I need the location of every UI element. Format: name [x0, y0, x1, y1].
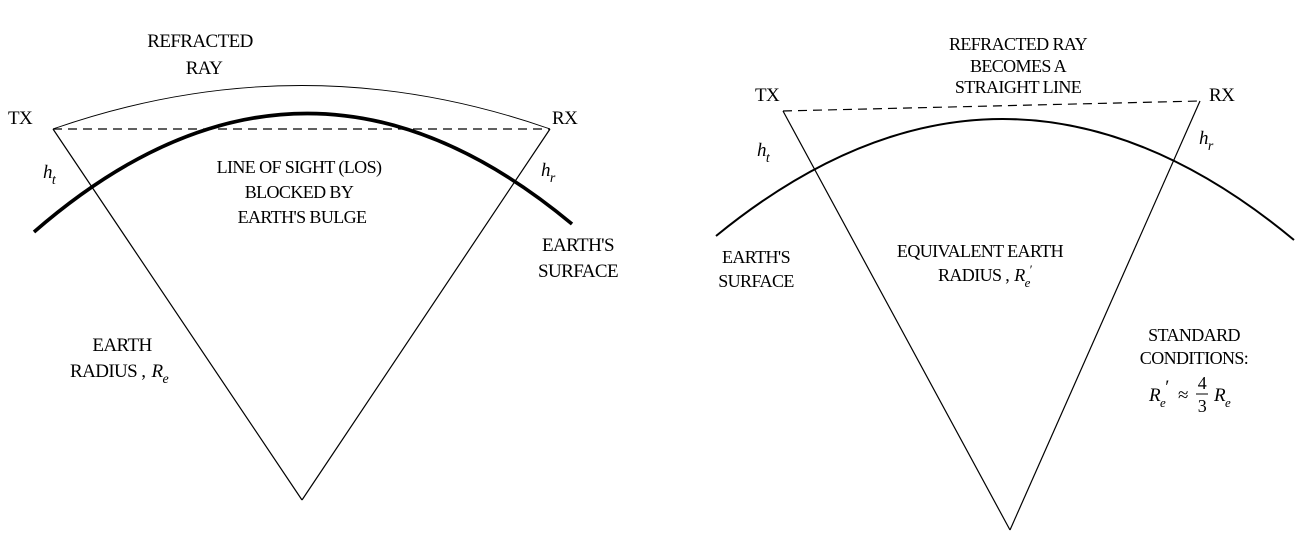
left-refracted-ray: [52, 85, 551, 130]
right-surface-label-1: EARTH'S: [722, 247, 790, 267]
left-surface-label-1: EARTH'S: [542, 235, 614, 256]
left-radius-line-tx: [52, 128, 303, 501]
formula-denominator: 3: [1198, 396, 1207, 416]
left-hr-label: hr: [541, 160, 556, 186]
formula-approx: ≈: [1178, 385, 1188, 406]
formula-numerator: 4: [1198, 373, 1207, 393]
right-ht-label: ht: [757, 140, 771, 166]
right-refracted-label-2: BECOMES A: [970, 56, 1067, 76]
right-hr-label: hr: [1199, 128, 1214, 154]
right-straight-ray: [782, 100, 1201, 112]
formula-rhs: Re: [1213, 385, 1231, 410]
right-radius-label-1: EQUIVALENT EARTH: [897, 241, 1064, 261]
left-los-label-3: EARTH'S BULGE: [238, 207, 367, 227]
left-earth-surface: [32, 111, 574, 234]
right-rx-label: RX: [1209, 85, 1235, 106]
left-tx-label: TX: [8, 108, 33, 129]
right-standard-formula: Re′ ≈ 4 3 Re: [1148, 373, 1232, 416]
left-surface-label-2: SURFACE: [538, 261, 618, 282]
right-surface-label-2: SURFACE: [718, 271, 794, 291]
left-los-label-1: LINE OF SIGHT (LOS): [217, 157, 382, 178]
right-radius-label-2: RADIUS , Re′: [938, 262, 1033, 290]
left-panel: REFRACTED RAY TX RX ht hr LINE OF SIGHT …: [8, 31, 619, 501]
right-panel: REFRACTED RAY BECOMES A STRAIGHT LINE TX…: [715, 34, 1295, 531]
left-refracted-label-2: RAY: [186, 58, 223, 79]
left-rx-label: RX: [552, 108, 578, 129]
left-refracted-label-1: REFRACTED: [147, 31, 252, 52]
left-radius-line-rx: [301, 128, 551, 501]
right-radius-line-rx: [1009, 100, 1201, 531]
formula-lhs: Re′: [1148, 377, 1169, 410]
right-refracted-label-3: STRAIGHT LINE: [955, 77, 1082, 97]
right-earth-surface: [715, 118, 1295, 241]
left-radius-label-1: EARTH: [92, 335, 152, 356]
left-radius-label-2: RADIUS , Re: [70, 361, 168, 387]
left-los-label-2: BLOCKED BY: [245, 182, 354, 202]
right-refracted-label-1: REFRACTED RAY: [949, 34, 1088, 54]
right-standard-label-2: CONDITIONS:: [1140, 348, 1248, 368]
right-tx-label: TX: [755, 85, 780, 106]
left-ht-label: ht: [43, 162, 57, 188]
right-radius-line-tx: [782, 110, 1011, 531]
right-standard-label-1: STANDARD: [1148, 325, 1240, 345]
